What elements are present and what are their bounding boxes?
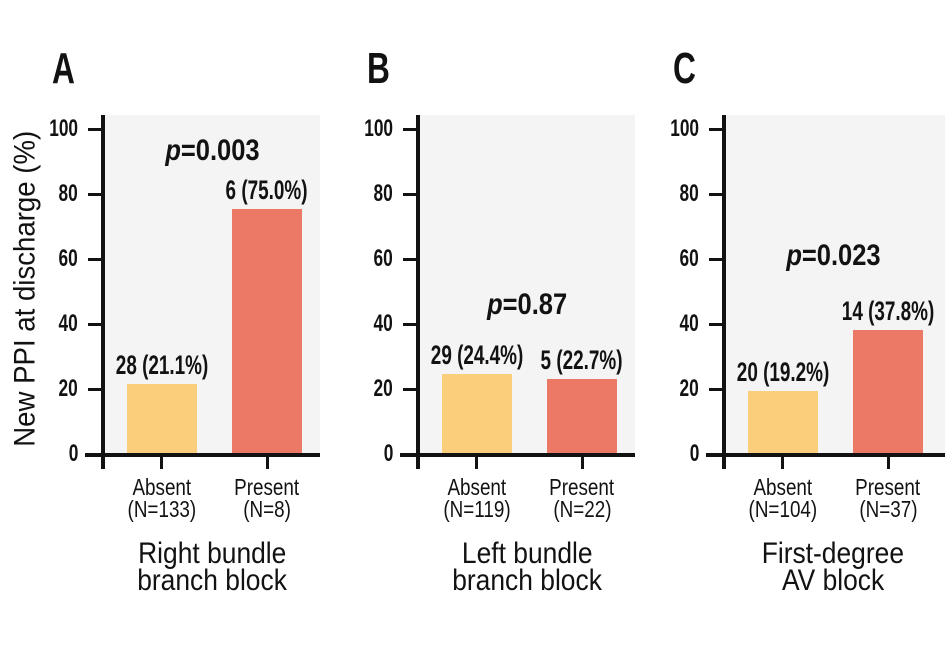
x-axis-tick [781, 457, 784, 469]
bar-present [232, 209, 302, 453]
y-axis-line [416, 115, 420, 469]
x-axis-line [85, 453, 320, 457]
y-axis-tick-label: 100 [670, 115, 699, 142]
category-label-present: Present (N=37) [855, 474, 921, 522]
category-label-absent: Absent (N=133) [127, 474, 197, 522]
panel-title: Right bundle branch block [137, 537, 287, 597]
y-axis-tick-label: 40 [679, 310, 699, 337]
y-axis-tick [403, 192, 417, 196]
panel-title: Left bundle branch block [452, 537, 602, 597]
y-axis-tick-label: 0 [383, 440, 393, 467]
x-axis-tick [887, 457, 890, 469]
y-axis-tick [88, 452, 102, 456]
y-axis-tick [88, 387, 102, 391]
panel-title: First-degree AV block [761, 537, 905, 597]
p-value-annotation: p=0.87 [486, 288, 568, 321]
y-axis-tick-label: 0 [68, 440, 78, 467]
bar-value-label: 6 (75.0%) [226, 175, 308, 205]
y-axis-tick-label: 20 [679, 375, 699, 402]
y-axis-line [722, 115, 726, 469]
category-label-present: Present (N=8) [234, 474, 300, 522]
y-axis-tick [709, 257, 723, 261]
y-axis-tick-label: 60 [58, 245, 78, 272]
y-axis-tick-label: 40 [58, 310, 78, 337]
y-axis-tick [709, 452, 723, 456]
bar-value-label: 20 (19.2%) [736, 357, 830, 387]
panel-b: B 29 (24.4%) 5 (22.7%) p=0.87 Absent (N=… [315, 0, 639, 648]
bar-value-label: 29 (24.4%) [430, 340, 524, 370]
x-axis-tick [475, 457, 478, 469]
bar-absent [442, 374, 512, 453]
bar-present [853, 330, 923, 453]
y-axis-line [101, 115, 105, 469]
y-axis-tick [709, 387, 723, 391]
x-axis-tick [160, 457, 163, 469]
x-axis-tick [266, 457, 269, 469]
y-axis-tick [403, 257, 417, 261]
category-label-present: Present (N=22) [549, 474, 615, 522]
y-axis-tick [88, 257, 102, 261]
y-axis-tick-label: 20 [58, 375, 78, 402]
category-label-absent: Absent (N=104) [748, 474, 818, 522]
bar-absent [127, 384, 197, 453]
panel-letter: B [367, 44, 390, 93]
panel-c: C 20 (19.2%) 14 (37.8%) p=0.023 Absent (… [621, 0, 945, 648]
y-axis-tick-label: 40 [373, 310, 393, 337]
y-axis-tick [403, 322, 417, 326]
p-value-annotation: p=0.003 [164, 134, 260, 167]
y-axis-tick [709, 322, 723, 326]
y-axis-tick [88, 127, 102, 131]
y-axis-tick [403, 452, 417, 456]
bar-value-label: 28 (21.1%) [115, 350, 209, 380]
x-axis-line [706, 453, 945, 457]
panel-a: A 28 (21.1%) 6 (75.0%) p=0.003 Absent (N… [0, 0, 324, 648]
x-axis-tick [581, 457, 584, 469]
x-axis-line [400, 453, 635, 457]
y-axis-tick [403, 127, 417, 131]
y-axis-tick-label: 60 [679, 245, 699, 272]
panel-letter: C [673, 44, 696, 93]
y-axis-tick-label: 100 [49, 115, 78, 142]
y-axis-tick [88, 322, 102, 326]
category-label-absent: Absent (N=119) [443, 474, 511, 522]
y-axis-tick-label: 60 [373, 245, 393, 272]
y-axis-tick [403, 387, 417, 391]
bar-value-label: 5 (22.7%) [541, 345, 623, 375]
bar-present [547, 379, 617, 453]
y-axis-tick [88, 192, 102, 196]
y-axis-tick-label: 20 [373, 375, 393, 402]
bar-absent [748, 391, 818, 453]
y-axis-tick-label: 100 [364, 115, 393, 142]
y-axis-tick-label: 80 [679, 180, 699, 207]
p-value-annotation: p=0.023 [785, 239, 881, 272]
panel-letter: A [52, 44, 75, 93]
y-axis-tick-label: 80 [58, 180, 78, 207]
y-axis-tick [709, 127, 723, 131]
bar-value-label: 14 (37.8%) [841, 296, 935, 326]
y-axis-tick [709, 192, 723, 196]
y-axis-tick-label: 0 [689, 440, 699, 467]
y-axis-tick-label: 80 [373, 180, 393, 207]
